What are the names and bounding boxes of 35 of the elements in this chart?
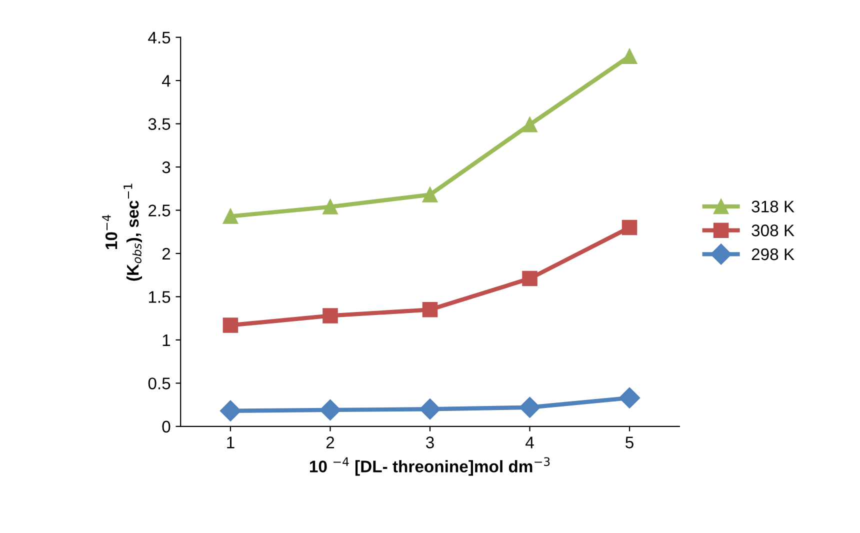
y-tick-label: 4.5 [148,32,170,44]
y-tick-label: 0 [162,420,170,433]
point [222,318,238,333]
point [619,387,640,408]
x-tick-label: 4 [526,436,534,448]
y-tick-label: 3.5 [148,118,170,130]
y-tick-label: 3 [162,161,170,174]
point [622,48,638,64]
x-tick-label: 5 [626,436,634,448]
point [220,400,241,422]
legend-label: 308 K [752,224,794,236]
point [522,270,538,286]
point [519,396,540,418]
point [422,302,438,318]
legend-label: 298 K [752,248,794,260]
y-tick-label: 4 [162,75,170,87]
point [322,308,338,324]
x-tick-label: 2 [326,436,334,448]
legend-label: 318 K [752,200,794,212]
y-tick-label: 2 [162,248,170,260]
point [622,220,638,236]
y-tick-label: 1 [162,334,170,346]
text: 10$^{−4}$ (K$_{obs}$), sec$^{−1}$ [102,184,142,281]
y-tick-label: 2.5 [148,204,170,216]
point [320,399,341,420]
point [419,398,441,420]
x-tick-label: 1 [227,436,234,448]
x-axis-title: 10 $^{−4}$ [DL- threonine]mol dm$^{−3}$ [310,457,550,476]
point [322,199,338,214]
point [222,208,238,224]
point [522,117,538,132]
y-tick-label: 0.5 [148,378,170,390]
y-tick-label: 1.5 [148,291,170,303]
point [422,187,438,202]
x-tick-label: 3 [426,436,434,448]
